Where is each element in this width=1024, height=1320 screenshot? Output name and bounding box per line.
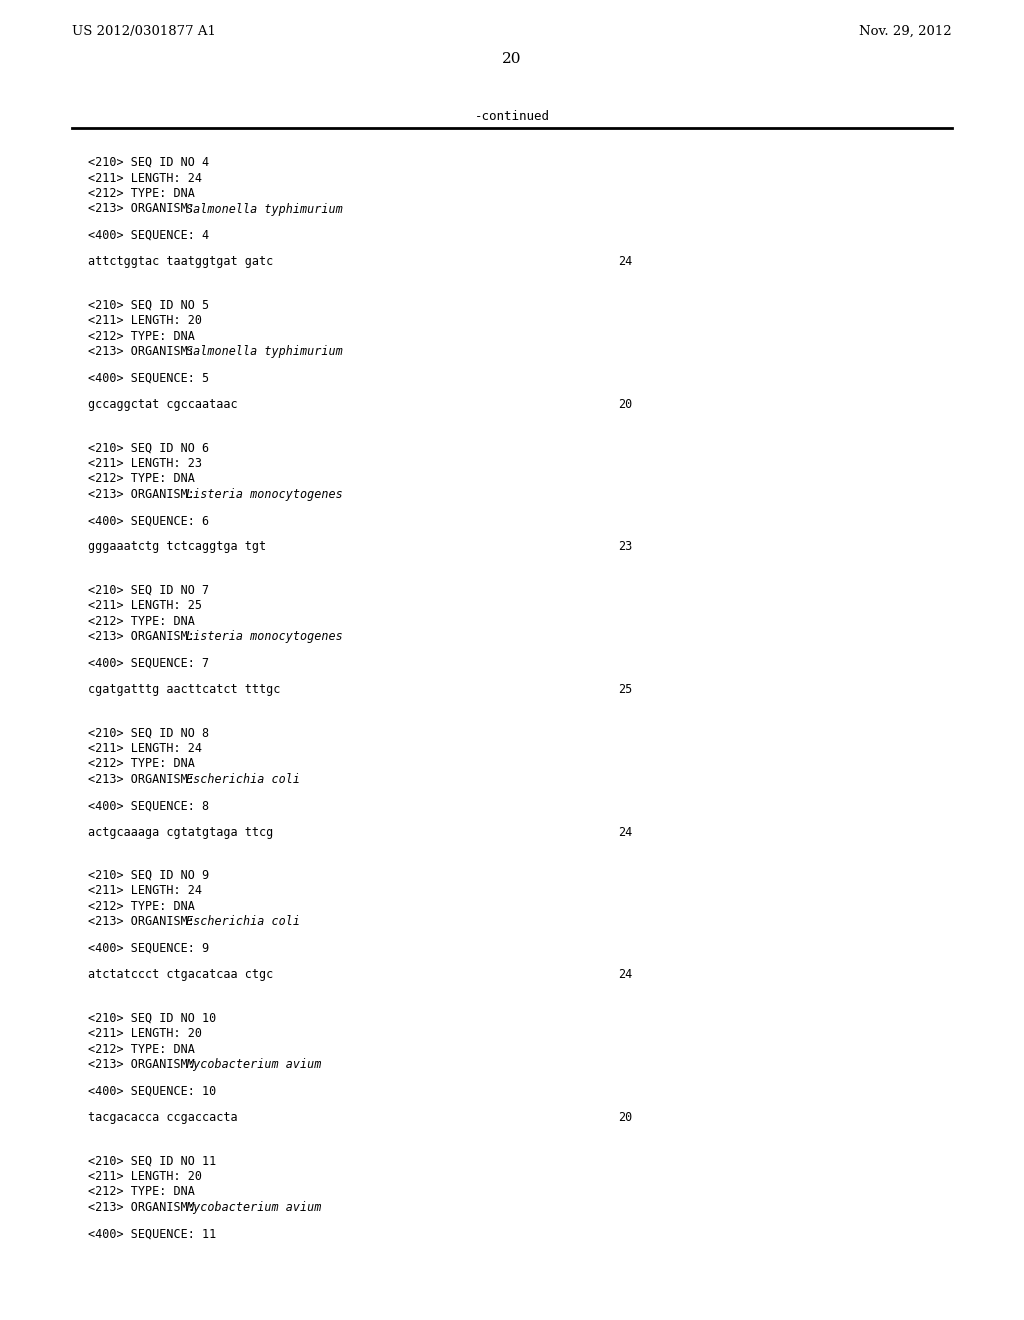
- Text: gggaaatctg tctcaggtga tgt: gggaaatctg tctcaggtga tgt: [88, 540, 266, 553]
- Text: Salmonella typhimurium: Salmonella typhimurium: [186, 345, 343, 358]
- Text: <213> ORGANISM:: <213> ORGANISM:: [88, 202, 202, 215]
- Text: tacgacacca ccgaccacta: tacgacacca ccgaccacta: [88, 1111, 238, 1123]
- Text: 23: 23: [618, 540, 632, 553]
- Text: 25: 25: [618, 682, 632, 696]
- Text: 24: 24: [618, 825, 632, 838]
- Text: <212> TYPE: DNA: <212> TYPE: DNA: [88, 187, 195, 201]
- Text: <210> SEQ ID NO 9: <210> SEQ ID NO 9: [88, 869, 209, 882]
- Text: -continued: -continued: [474, 110, 550, 123]
- Text: <212> TYPE: DNA: <212> TYPE: DNA: [88, 900, 195, 913]
- Text: atctatccct ctgacatcaa ctgc: atctatccct ctgacatcaa ctgc: [88, 968, 273, 981]
- Text: Escherichia coli: Escherichia coli: [186, 916, 300, 928]
- Text: <211> LENGTH: 20: <211> LENGTH: 20: [88, 1027, 202, 1040]
- Text: <400> SEQUENCE: 7: <400> SEQUENCE: 7: [88, 656, 209, 669]
- Text: <400> SEQUENCE: 8: <400> SEQUENCE: 8: [88, 799, 209, 812]
- Text: 20: 20: [618, 397, 632, 411]
- Text: <212> TYPE: DNA: <212> TYPE: DNA: [88, 758, 195, 771]
- Text: Nov. 29, 2012: Nov. 29, 2012: [859, 25, 952, 38]
- Text: Escherichia coli: Escherichia coli: [186, 774, 300, 785]
- Text: US 2012/0301877 A1: US 2012/0301877 A1: [72, 25, 216, 38]
- Text: cgatgatttg aacttcatct tttgc: cgatgatttg aacttcatct tttgc: [88, 682, 281, 696]
- Text: gccaggctat cgccaataac: gccaggctat cgccaataac: [88, 397, 238, 411]
- Text: Mycobacterium avium: Mycobacterium avium: [186, 1201, 322, 1213]
- Text: <212> TYPE: DNA: <212> TYPE: DNA: [88, 615, 195, 628]
- Text: <210> SEQ ID NO 10: <210> SEQ ID NO 10: [88, 1011, 216, 1024]
- Text: <213> ORGANISM:: <213> ORGANISM:: [88, 1059, 202, 1071]
- Text: <213> ORGANISM:: <213> ORGANISM:: [88, 345, 202, 358]
- Text: <400> SEQUENCE: 11: <400> SEQUENCE: 11: [88, 1228, 216, 1239]
- Text: Mycobacterium avium: Mycobacterium avium: [186, 1059, 322, 1071]
- Text: <210> SEQ ID NO 8: <210> SEQ ID NO 8: [88, 726, 209, 739]
- Text: <400> SEQUENCE: 4: <400> SEQUENCE: 4: [88, 228, 209, 242]
- Text: <211> LENGTH: 24: <211> LENGTH: 24: [88, 742, 202, 755]
- Text: <213> ORGANISM:: <213> ORGANISM:: [88, 1201, 202, 1213]
- Text: <211> LENGTH: 24: <211> LENGTH: 24: [88, 172, 202, 185]
- Text: <211> LENGTH: 25: <211> LENGTH: 25: [88, 599, 202, 612]
- Text: actgcaaaga cgtatgtaga ttcg: actgcaaaga cgtatgtaga ttcg: [88, 825, 273, 838]
- Text: Listeria monocytogenes: Listeria monocytogenes: [186, 487, 343, 500]
- Text: <400> SEQUENCE: 5: <400> SEQUENCE: 5: [88, 371, 209, 384]
- Text: <211> LENGTH: 20: <211> LENGTH: 20: [88, 314, 202, 327]
- Text: 20: 20: [618, 1111, 632, 1123]
- Text: Salmonella typhimurium: Salmonella typhimurium: [186, 202, 343, 215]
- Text: <400> SEQUENCE: 10: <400> SEQUENCE: 10: [88, 1085, 216, 1097]
- Text: <212> TYPE: DNA: <212> TYPE: DNA: [88, 330, 195, 343]
- Text: <211> LENGTH: 23: <211> LENGTH: 23: [88, 457, 202, 470]
- Text: <212> TYPE: DNA: <212> TYPE: DNA: [88, 1043, 195, 1056]
- Text: <210> SEQ ID NO 7: <210> SEQ ID NO 7: [88, 583, 209, 597]
- Text: <400> SEQUENCE: 9: <400> SEQUENCE: 9: [88, 942, 209, 954]
- Text: <211> LENGTH: 24: <211> LENGTH: 24: [88, 884, 202, 898]
- Text: <213> ORGANISM:: <213> ORGANISM:: [88, 630, 202, 643]
- Text: <210> SEQ ID NO 11: <210> SEQ ID NO 11: [88, 1154, 216, 1167]
- Text: <213> ORGANISM:: <213> ORGANISM:: [88, 774, 202, 785]
- Text: Listeria monocytogenes: Listeria monocytogenes: [186, 630, 343, 643]
- Text: attctggtac taatggtgat gatc: attctggtac taatggtgat gatc: [88, 255, 273, 268]
- Text: <213> ORGANISM:: <213> ORGANISM:: [88, 916, 202, 928]
- Text: <400> SEQUENCE: 6: <400> SEQUENCE: 6: [88, 513, 209, 527]
- Text: <210> SEQ ID NO 5: <210> SEQ ID NO 5: [88, 298, 209, 312]
- Text: 24: 24: [618, 255, 632, 268]
- Text: <212> TYPE: DNA: <212> TYPE: DNA: [88, 473, 195, 486]
- Text: 20: 20: [502, 51, 522, 66]
- Text: <210> SEQ ID NO 4: <210> SEQ ID NO 4: [88, 156, 209, 169]
- Text: 24: 24: [618, 968, 632, 981]
- Text: <210> SEQ ID NO 6: <210> SEQ ID NO 6: [88, 441, 209, 454]
- Text: <212> TYPE: DNA: <212> TYPE: DNA: [88, 1185, 195, 1199]
- Text: <211> LENGTH: 20: <211> LENGTH: 20: [88, 1170, 202, 1183]
- Text: <213> ORGANISM:: <213> ORGANISM:: [88, 487, 202, 500]
